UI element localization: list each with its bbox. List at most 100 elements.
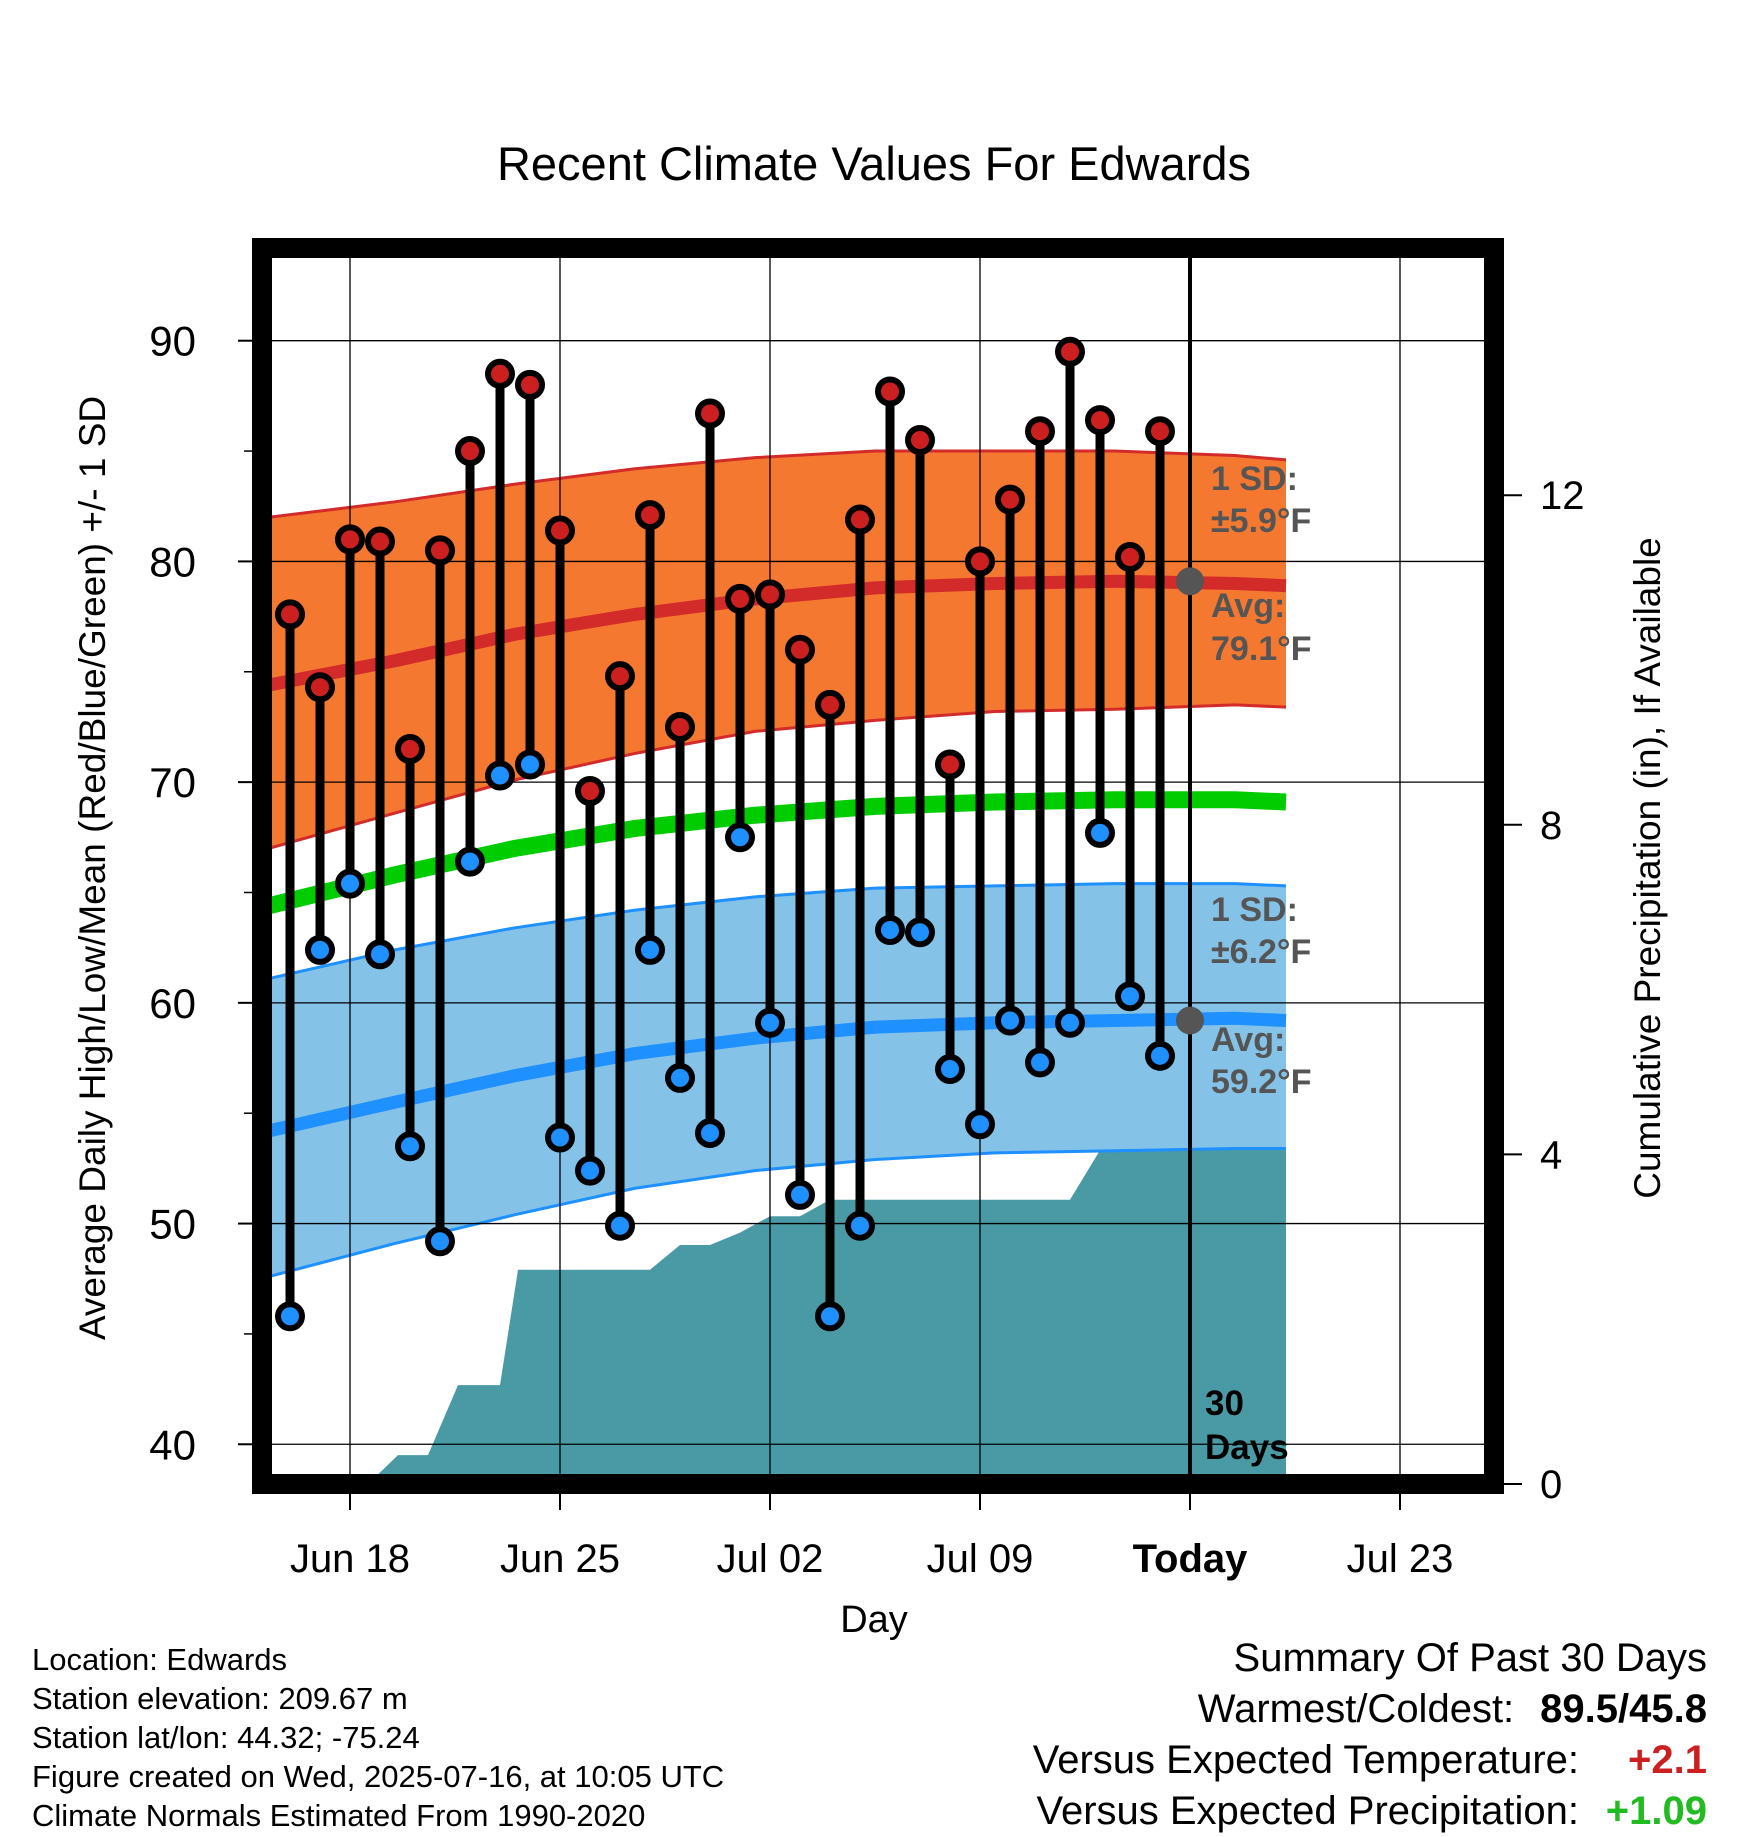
high-sd-band <box>269 451 1286 849</box>
low-point <box>425 1226 455 1257</box>
y2-axis-label: Cumulative Precipitation (in), If Availa… <box>1627 537 1668 1199</box>
low-point <box>395 1131 425 1162</box>
low-point <box>785 1179 815 1210</box>
high-point <box>605 661 635 692</box>
high-upper-edge <box>268 449 1287 519</box>
precip-value: +1.09 <box>1605 1789 1707 1833</box>
y-tick-label: 40 <box>149 1421 196 1468</box>
y-tick-label: 50 <box>149 1201 196 1248</box>
high-point <box>965 546 995 577</box>
created-text: Figure created on Wed, 2025-07-16, at 10… <box>32 1759 725 1794</box>
y2-tick-label: 12 <box>1540 474 1585 518</box>
low-point <box>635 934 665 965</box>
today-days-label: 30 Days <box>1205 1384 1289 1467</box>
high-point <box>425 535 455 566</box>
low-point <box>365 939 395 970</box>
low-point <box>455 846 485 877</box>
low-point <box>875 915 905 946</box>
high-point <box>845 504 875 535</box>
high-point <box>725 583 755 614</box>
high-point <box>665 711 695 742</box>
low-point <box>935 1054 965 1085</box>
normals-text: Climate Normals Estimated From 1990-2020 <box>32 1798 646 1833</box>
y2-tick-label: 0 <box>1540 1463 1562 1507</box>
low-point <box>995 1005 1025 1036</box>
y2-tick-label: 4 <box>1540 1133 1562 1177</box>
high-point <box>575 775 605 806</box>
summary-panel: Summary Of Past 30 Days Warmest/Coldest:… <box>1033 1633 1707 1837</box>
high-point <box>815 689 845 720</box>
location-text: Location: Edwards <box>32 1642 288 1677</box>
warmest-coldest-row: Warmest/Coldest: 89.5/45.8 <box>1033 1684 1707 1735</box>
high-point <box>395 734 425 765</box>
low-point <box>275 1301 305 1332</box>
y-tick-label: 80 <box>149 538 196 585</box>
high-point <box>1025 416 1055 447</box>
low-normal-line <box>267 1011 1287 1138</box>
x-tick-label: Jun 18 <box>290 1537 410 1581</box>
high-point <box>875 376 905 407</box>
low-point <box>605 1210 635 1241</box>
low-lower-edge <box>268 1147 1286 1278</box>
high-sd-label: 1 SD: ±5.9°F <box>1211 460 1311 540</box>
temp-value: +2.1 <box>1628 1738 1707 1782</box>
data-markers <box>275 336 1204 1332</box>
high-avg-label: Avg: 79.1°F <box>1211 587 1312 668</box>
low-point <box>1025 1047 1055 1078</box>
warmest-label: Warmest/Coldest: <box>1197 1687 1515 1731</box>
high-point <box>1115 542 1145 572</box>
high-point <box>1145 416 1175 447</box>
y-tick-label: 60 <box>149 980 196 1027</box>
high-point <box>545 515 575 546</box>
high-point <box>755 579 785 610</box>
today-high-avg-dot <box>1176 567 1204 596</box>
high-point <box>695 398 725 429</box>
latlon-text: Station lat/lon: 44.32; -75.24 <box>32 1720 420 1755</box>
y-tick-label: 90 <box>149 318 196 365</box>
x-axis-label: Day <box>840 1599 908 1641</box>
low-point <box>815 1301 845 1332</box>
y2-tick-label: 8 <box>1540 804 1562 848</box>
low-point <box>515 749 545 780</box>
summary-title: Summary Of Past 30 Days <box>1233 1636 1707 1680</box>
high-point <box>635 500 665 531</box>
low-point <box>1085 817 1115 848</box>
low-point <box>665 1062 695 1093</box>
high-point <box>305 672 335 703</box>
x-tick-label: Jul 09 <box>927 1537 1034 1581</box>
high-lower-edge <box>268 703 1287 850</box>
high-normal-line <box>267 574 1287 692</box>
y-axis-label: Average Daily High/Low/Mean (Red/Blue/Gr… <box>72 396 113 1340</box>
station-info: Location: Edwards Station elevation: 209… <box>32 1640 724 1835</box>
high-point <box>515 369 545 400</box>
low-upper-edge <box>268 882 1287 981</box>
low-point <box>725 822 755 853</box>
low-point <box>1145 1040 1175 1071</box>
low-point <box>845 1210 875 1241</box>
x-tick-label: Today <box>1133 1537 1249 1581</box>
low-point <box>905 917 935 948</box>
today-low-avg-dot <box>1176 1006 1204 1035</box>
high-point <box>365 526 395 557</box>
precip-label: Versus Expected Precipitation: <box>1036 1789 1579 1833</box>
low-sd-band <box>269 883 1286 1277</box>
low-point <box>1115 981 1145 1012</box>
high-point <box>1055 336 1085 367</box>
chart-title: Recent Climate Values For Edwards <box>497 137 1251 190</box>
low-point <box>755 1007 785 1038</box>
high-point <box>455 436 485 467</box>
low-sd-label: 1 SD: ±6.2°F <box>1211 891 1311 971</box>
low-avg-label: Avg: 59.2°F <box>1211 1021 1312 1101</box>
low-point <box>545 1122 575 1153</box>
high-point <box>1085 405 1115 436</box>
temp-row: Versus Expected Temperature: +2.1 <box>1033 1735 1707 1786</box>
low-point <box>575 1155 605 1186</box>
high-point <box>485 358 515 389</box>
axes: 40 50 60 70 80 90 0 4 8 12 Jun 18 Jun 25 Jul 02 Jul 0… <box>149 318 1584 1581</box>
low-point <box>335 868 365 899</box>
low-point <box>1055 1007 1085 1038</box>
temp-label: Versus Expected Temperature: <box>1032 1738 1579 1782</box>
warmest-value: 89.5/45.8 <box>1540 1687 1707 1731</box>
plot-frame <box>252 238 1504 1494</box>
